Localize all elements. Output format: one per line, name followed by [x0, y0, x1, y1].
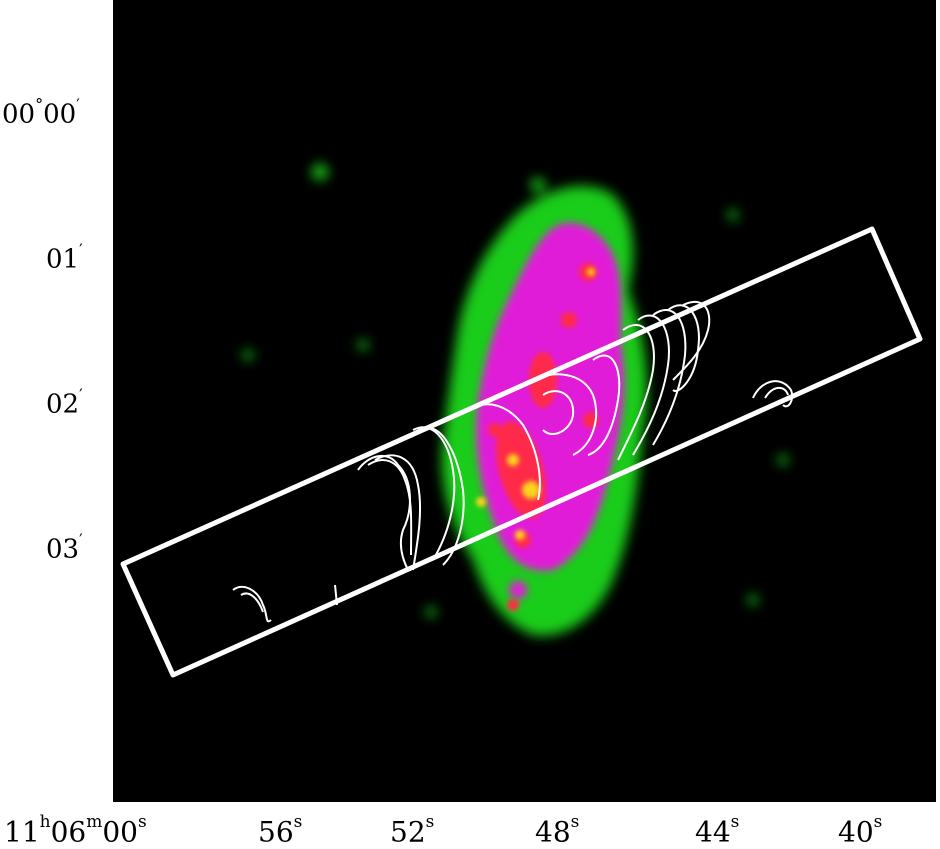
x-tick-label-3: 48s — [535, 812, 580, 849]
y-tick-label-3: 03′ — [46, 530, 83, 565]
x-tick-label-4: 44s — [695, 812, 740, 849]
y-tick-label-0: 00°00′ — [2, 95, 80, 130]
x-tick-label-2: 52s — [390, 812, 435, 849]
galaxy-image-panel — [113, 0, 936, 802]
x-tick-label-1: 56s — [258, 812, 303, 849]
galaxy-emission — [243, 164, 788, 636]
emission-peak — [476, 268, 595, 540]
x-tick-label-5: 40s — [838, 812, 883, 849]
x-tick-label-0: 11h06m00s — [4, 812, 147, 849]
slit-outline — [120, 226, 923, 678]
y-tick-label-2: 02′ — [46, 385, 83, 420]
y-tick-label-1: 01′ — [46, 240, 83, 275]
